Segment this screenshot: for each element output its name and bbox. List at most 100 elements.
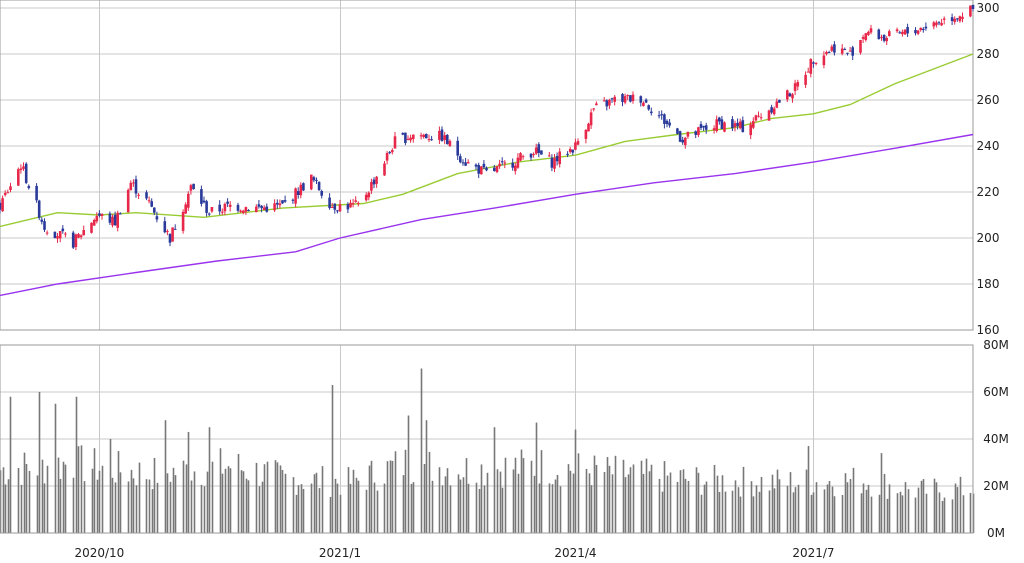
candle xyxy=(718,116,721,125)
candle xyxy=(660,110,663,120)
candle xyxy=(205,199,208,217)
candle-body xyxy=(53,231,57,238)
candle-body xyxy=(440,129,444,142)
x-tick-label: 2021/7 xyxy=(792,546,834,560)
candle xyxy=(650,107,653,116)
candle-body xyxy=(43,221,46,230)
candle-body xyxy=(550,157,554,168)
candle xyxy=(608,98,611,110)
candle-body xyxy=(621,94,624,102)
candle-body xyxy=(608,99,611,106)
candle-body xyxy=(639,96,643,103)
candle xyxy=(550,154,554,172)
candle-body xyxy=(375,176,378,184)
candle xyxy=(189,183,193,195)
candle-body xyxy=(861,37,865,39)
candle-body xyxy=(239,210,242,212)
candle xyxy=(257,200,261,209)
candle xyxy=(241,209,245,215)
candle xyxy=(631,91,635,104)
candle xyxy=(247,209,250,212)
candle-body xyxy=(686,131,690,137)
candle xyxy=(77,233,80,239)
candle xyxy=(668,119,671,128)
candle xyxy=(851,45,854,60)
candle xyxy=(885,36,888,45)
candle xyxy=(822,51,826,69)
volume-y-tick-label: 0M xyxy=(987,526,1005,540)
candle xyxy=(663,113,666,129)
candle-body xyxy=(971,4,975,9)
candle xyxy=(236,202,240,213)
candle-body xyxy=(129,182,133,191)
candle-body xyxy=(302,183,305,191)
candle-body xyxy=(100,214,104,216)
candle-body xyxy=(867,31,870,35)
candle xyxy=(320,189,323,199)
candle-body xyxy=(3,193,7,195)
candle-body xyxy=(532,154,535,155)
candle xyxy=(383,161,386,176)
candle-body xyxy=(202,200,206,203)
candle-body xyxy=(35,185,38,201)
candle xyxy=(958,15,962,23)
candle xyxy=(129,180,133,191)
candle-body xyxy=(605,100,609,107)
candle xyxy=(391,148,394,155)
candle xyxy=(168,233,172,247)
candle xyxy=(848,47,852,52)
candle xyxy=(738,118,742,130)
candle xyxy=(521,154,525,160)
candle xyxy=(485,166,488,172)
candle xyxy=(833,41,836,56)
candle-body xyxy=(446,135,449,145)
candle xyxy=(354,196,357,203)
candle-body xyxy=(137,194,140,196)
candle xyxy=(898,30,902,34)
candle xyxy=(639,95,643,107)
candle xyxy=(393,132,397,149)
candle xyxy=(882,34,886,43)
candle-body xyxy=(741,120,745,132)
candle xyxy=(861,34,865,43)
candle-body xyxy=(647,105,650,110)
candle-body xyxy=(367,192,371,198)
candle xyxy=(888,29,891,37)
candle-body xyxy=(383,163,386,176)
candle xyxy=(500,157,504,166)
candle xyxy=(430,135,433,141)
candle xyxy=(574,138,577,151)
candle-body xyxy=(754,115,758,121)
candle xyxy=(466,159,470,164)
candle xyxy=(412,134,415,143)
candle-body xyxy=(833,44,836,53)
candle xyxy=(200,185,203,207)
candle-body xyxy=(192,183,195,190)
candle-body xyxy=(932,22,936,27)
candle xyxy=(629,95,632,103)
candle-body xyxy=(181,211,185,231)
candle xyxy=(265,203,269,213)
candle-body xyxy=(221,211,224,213)
candle xyxy=(796,79,800,91)
candle xyxy=(134,175,138,198)
candle-body xyxy=(19,168,23,171)
candle xyxy=(82,225,85,236)
candle-body xyxy=(678,131,682,142)
candle xyxy=(537,142,541,158)
candle xyxy=(346,202,350,214)
candle xyxy=(741,116,745,133)
candle-body xyxy=(749,124,752,136)
candle xyxy=(409,134,412,143)
candle xyxy=(770,104,773,115)
candle-body xyxy=(56,236,59,239)
candle-body xyxy=(153,207,156,213)
candle-body xyxy=(584,130,588,139)
candle xyxy=(723,121,726,133)
candle-body xyxy=(155,216,159,220)
candle xyxy=(919,27,922,32)
candle-body xyxy=(265,206,269,212)
candle-body xyxy=(205,201,208,213)
candle-body xyxy=(906,27,909,34)
candle xyxy=(119,212,122,215)
